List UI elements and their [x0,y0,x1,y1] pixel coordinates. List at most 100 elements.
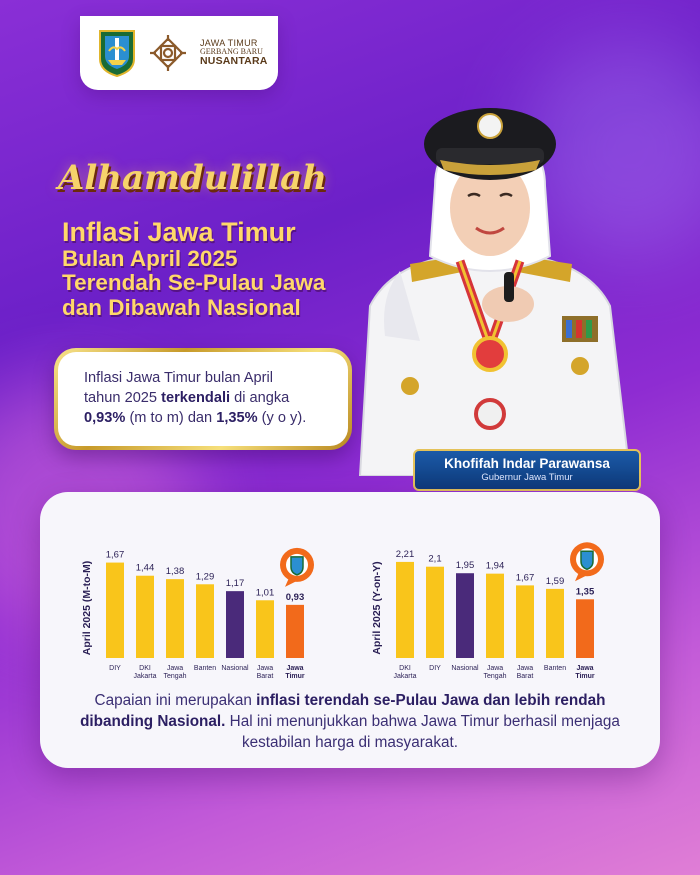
chart-bar [166,579,184,658]
summary-segment: Capaian ini merupakan [94,692,257,709]
chart-category-label-line: Nasional [451,665,479,672]
callout-bold-segment: terkendali [161,390,231,407]
chart-category-label-line: Jawa [487,665,503,672]
chart-category-label: Jawa Tengah [484,665,507,680]
yoy-bar-chart: April 2025 (Y-on-Y) 2,21 DKI Jakarta 2,1 DIY 1… [371,542,604,680]
chart-category-label: DKI Jakarta [394,665,417,680]
script-title: Alhamdulillah [58,158,327,198]
chart-category-label-line: Tengah [484,673,507,680]
chart-category-label: Jawa Tengah [164,665,187,680]
chart-category-label-line: Banten [194,665,216,672]
chart-category-label: Jawa Barat [257,665,274,680]
chart-category-label: Banten [194,665,216,672]
chart-category-label-line: DKI [139,665,151,672]
chart-value-label: 1,59 [546,576,565,587]
summary-segment: Hal ini menunjukkan bahwa Jawa Timur ber… [225,713,620,752]
chart-bar [286,604,304,658]
gerbang-baru-ornament-icon [150,35,186,71]
chart-category-label: DIY [429,665,441,672]
headline-line-3: Terendah Se-Pulau Jawa [62,270,326,296]
chart-category-label-line: Jawa [576,665,593,672]
chart-category-label-line: DKI [399,665,411,672]
mtm-bar-chart: April 2025 (M-to-M) 1,67 DIY 1,44 DKI Jakarta… [81,547,314,680]
logo-line-3: NUSANTARA [200,55,268,68]
chart-category-label-line: Nasional [221,665,249,672]
logo-text: JAWA TIMUR GERBANG BARU NUSANTARA [200,37,268,68]
callout-line-3: 0,93% (m to m) dan 1,35% (y o y). [84,408,336,428]
logo-line-2: GERBANG BARU [200,47,263,57]
chart-bar [546,588,564,658]
chart-category-label: Jawa Timur [285,665,305,680]
chart-value-label: 1,01 [256,587,275,598]
chart-bar [456,573,474,658]
chart-category-label: DIY [109,665,121,672]
chart-category-label-line: Jawa [257,665,273,672]
chart-category-label: Nasional [451,665,479,672]
chart-category-label-line: Barat [257,673,274,680]
mtm-value: 0,93% [84,410,126,427]
chart-category-label-line: DIY [429,665,441,672]
chart-value-label: 1,67 [106,550,125,561]
summary-text: Capaian ini merupakan inflasi terendah s… [70,690,630,753]
chart-category-label: Jawa Timur [575,665,595,680]
chart-category-label-line: Timur [285,673,305,680]
chart-value-label: 2,1 [428,554,441,565]
chart-category-label-line: Barat [517,673,534,680]
chart-bar [486,573,504,658]
jawa-timur-shield-icon [99,30,135,77]
chart-category-label-line: Jakarta [394,673,417,680]
chart-bar [516,585,534,658]
inflation-callout: Inflasi Jawa Timur bulan April tahun 202… [54,348,352,450]
chart-value-label: 0,93 [286,592,305,603]
chart-category-label-line: Tengah [164,673,187,680]
headline: Inflasi Jawa Timur Bulan April 2025 Tere… [62,217,402,320]
summary-bold-segment: inflasi terendah se-Pulau Jawa dan lebih… [80,692,606,731]
chart-y-axis-label: April 2025 (Y-on-Y) [371,561,383,654]
chart-value-label: 1,35 [576,586,595,597]
chart-bar [396,561,414,658]
chart-bar [106,562,124,658]
chart-value-label: 1,94 [486,561,505,572]
callout-text-segment: tahun 2025 [84,390,162,407]
chart-y-axis-label: April 2025 (M-to-M) [81,561,93,656]
jawa-timur-pin-icon [570,542,604,582]
chart-category-label-line: DIY [109,665,121,672]
chart-bar [256,600,274,658]
headline-line-1: Inflasi Jawa Timur [62,217,296,247]
chart-category-label: DKI Jakarta [134,665,157,680]
governor-name: Khofifah Indar Parawansa [444,456,610,471]
logo-line-1: JAWA TIMUR [200,37,258,48]
yoy-value: 1,35% [216,410,258,427]
chart-bar [426,566,444,658]
chart-value-label: 1,67 [516,572,535,583]
governor-portrait [358,108,632,476]
logo-bar: JAWA TIMUR GERBANG BARU NUSANTARA [80,16,278,90]
chart-value-label: 1,95 [456,560,475,571]
chart-category-label-line: Jawa [286,665,303,672]
chart-bar [196,584,214,658]
headline-line-4: dan Dibawah Nasional [62,294,301,320]
callout-text-segment: di angka [230,390,290,407]
callout-line-2: tahun 2025 terkendali di angka [84,388,336,408]
chart-value-label: 2,21 [396,549,415,560]
chart-category-label: Banten [544,665,566,672]
chart-value-label: 1,38 [166,566,185,577]
chart-value-label: 1,44 [136,563,155,574]
chart-category-label-line: Jawa [517,665,533,672]
jawa-timur-pin-icon [280,547,314,587]
chart-bar [576,599,594,658]
chart-category-label: Nasional [221,665,249,672]
callout-text: Inflasi Jawa Timur bulan April tahun 202… [58,352,348,446]
chart-category-label: Jawa Barat [517,665,534,680]
headline-line-2: Bulan April 2025 [62,246,238,272]
callout-line-1: Inflasi Jawa Timur bulan April [84,370,273,386]
chart-value-label: 1,17 [226,578,245,589]
chart-category-label-line: Timur [575,673,595,680]
callout-text-segment: (y o y). [257,410,307,427]
chart-value-label: 1,29 [196,571,215,582]
governor-title: Gubernur Jawa Timur [481,472,573,483]
chart-bar [136,575,154,658]
chart-bar [226,591,244,658]
governor-name-plate: Khofifah Indar Parawansa Gubernur Jawa T… [413,449,641,491]
callout-text-segment: (m to m) dan [125,410,217,427]
